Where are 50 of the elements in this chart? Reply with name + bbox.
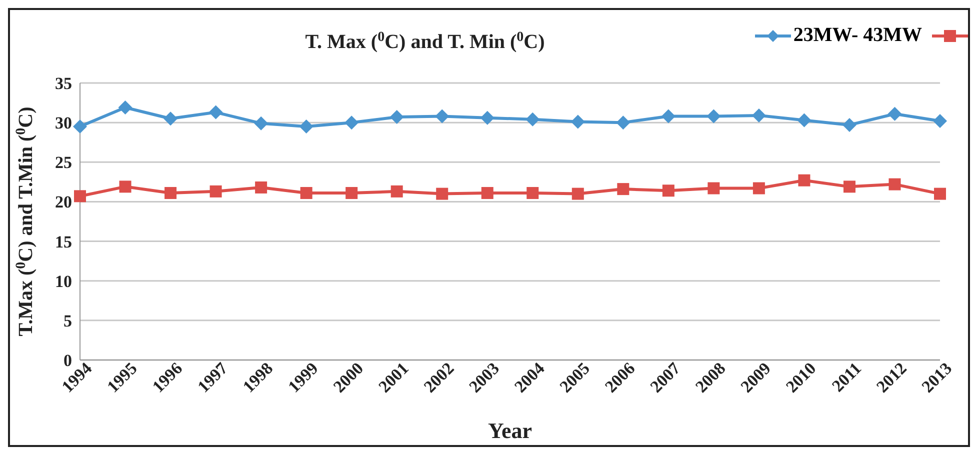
point (74, 190, 86, 202)
point (616, 116, 630, 130)
point (888, 178, 901, 190)
point (119, 180, 132, 193)
point (390, 185, 403, 198)
point (661, 109, 676, 124)
point (436, 188, 448, 200)
point (344, 116, 359, 130)
point (480, 110, 494, 125)
point (481, 187, 494, 200)
point (706, 109, 721, 124)
point (570, 114, 585, 129)
y-tick-label: 5 (64, 311, 72, 330)
point (617, 183, 630, 196)
point (208, 105, 223, 120)
point (934, 188, 946, 200)
y-tick-label: 25 (55, 153, 72, 172)
y-tick-label: 35 (55, 74, 72, 94)
point (164, 112, 178, 126)
point (346, 187, 358, 200)
point (708, 182, 720, 194)
point (210, 185, 222, 198)
point (254, 116, 268, 130)
chart-title: T. Max ($^{0}$C) and T. Min ($^{0}$C) (305, 30, 545, 53)
y-tick-label: 20 (55, 192, 72, 212)
point (118, 100, 132, 115)
point (843, 180, 856, 193)
point (888, 106, 902, 121)
y-tick-label: 15 (55, 232, 72, 252)
point (752, 182, 765, 194)
point (572, 188, 584, 200)
point (300, 187, 312, 200)
point (526, 187, 539, 200)
legend-label: 23MW- 43MW (793, 24, 922, 47)
y-tick-label: 10 (55, 272, 72, 291)
x-axis-title: Year (488, 418, 532, 443)
point (752, 108, 766, 122)
point (662, 184, 674, 197)
point (842, 118, 856, 132)
point (797, 113, 812, 128)
point (933, 114, 947, 128)
point (526, 112, 540, 126)
y-tick-label: 30 (55, 114, 72, 133)
point (390, 110, 404, 124)
point (164, 187, 177, 200)
point (299, 120, 314, 134)
point (798, 174, 810, 186)
point (435, 109, 450, 124)
point (73, 120, 87, 134)
point (255, 181, 268, 194)
